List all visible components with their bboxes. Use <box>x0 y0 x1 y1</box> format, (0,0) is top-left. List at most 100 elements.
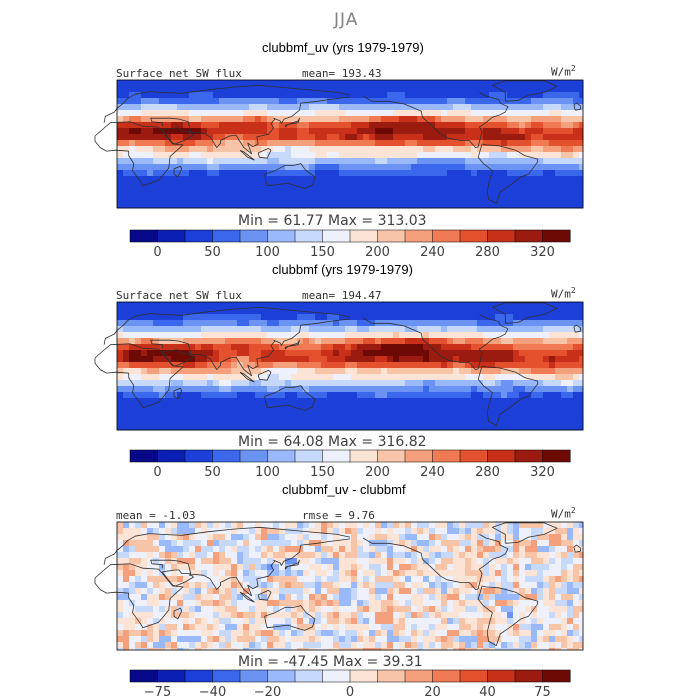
map-cell <box>123 110 130 117</box>
map-cell <box>153 182 160 189</box>
map-cell <box>345 416 352 423</box>
map-cell <box>507 314 514 321</box>
map-cell <box>423 302 430 309</box>
map-cell <box>429 332 436 339</box>
map-cell <box>423 528 430 535</box>
map-cell <box>135 600 142 607</box>
map-cell <box>483 522 490 529</box>
map-cell <box>489 140 496 147</box>
map-cell <box>153 128 160 135</box>
map-cell <box>507 588 514 595</box>
map-cell <box>513 314 520 321</box>
map-cell <box>573 374 580 381</box>
map-cell <box>213 182 220 189</box>
map-cell <box>261 116 268 123</box>
map-cell <box>417 392 424 399</box>
map-cell <box>441 314 448 321</box>
map-cell <box>315 104 322 111</box>
map-cell <box>219 522 226 529</box>
map-cell <box>531 582 538 589</box>
map-cell <box>465 612 472 619</box>
map-cell <box>405 170 412 177</box>
map-cell <box>411 416 418 423</box>
map-cell <box>453 362 460 369</box>
map-cell <box>363 152 370 159</box>
map-cell <box>225 398 232 405</box>
map-cell <box>435 128 442 135</box>
map-cell <box>261 362 268 369</box>
map-cell <box>333 600 340 607</box>
map-cell <box>261 122 268 129</box>
map-cell <box>441 428 448 431</box>
map-cell <box>273 570 280 577</box>
map-cell <box>465 618 472 625</box>
map-cell <box>309 636 316 643</box>
map-cell <box>189 588 196 595</box>
map-cell <box>285 194 292 201</box>
map-cell <box>363 200 370 207</box>
map-cell <box>417 314 424 321</box>
map-cell <box>315 128 322 135</box>
map-cell <box>255 630 262 637</box>
map-cell <box>417 104 424 111</box>
map-cell <box>129 558 136 565</box>
map-cell <box>381 380 388 387</box>
map-cell <box>483 188 490 195</box>
map-cell <box>525 110 532 117</box>
map-cell <box>483 570 490 577</box>
map-cell <box>531 194 538 201</box>
map-cell <box>237 176 244 183</box>
map-cell <box>225 552 232 559</box>
map-cell <box>183 134 190 141</box>
map-cell <box>399 362 406 369</box>
map-cell <box>363 302 370 309</box>
map-cell <box>501 314 508 321</box>
map-cell <box>201 422 208 429</box>
map-cell <box>231 302 238 309</box>
map-cell <box>549 624 556 631</box>
map-cell <box>303 528 310 535</box>
panel3-rmse-label: rmse = 9.76 <box>302 509 375 522</box>
map-cell <box>489 308 496 315</box>
map-cell <box>165 326 172 333</box>
map-cell <box>411 134 418 141</box>
map-cell <box>177 528 184 535</box>
map-cell <box>159 558 166 565</box>
map-cell <box>201 92 208 99</box>
map-cell <box>165 618 172 625</box>
map-cell <box>141 80 148 87</box>
map-cell <box>357 588 364 595</box>
map-cell <box>171 188 178 195</box>
map-cell <box>141 522 148 529</box>
map-cell <box>159 386 166 393</box>
map-cell <box>513 332 520 339</box>
map-cell <box>489 368 496 375</box>
map-cell <box>489 158 496 165</box>
map-cell <box>201 146 208 153</box>
map-cell <box>303 416 310 423</box>
map-cell <box>339 80 346 87</box>
map-cell <box>513 392 520 399</box>
map-cell <box>279 404 286 411</box>
map-cell <box>567 618 574 625</box>
map-cell <box>579 618 584 625</box>
map-cell <box>489 392 496 399</box>
map-cell <box>369 80 376 87</box>
map-cell <box>549 158 556 165</box>
map-cell <box>261 338 268 345</box>
map-cell <box>177 594 184 601</box>
map-cell <box>159 206 166 209</box>
map-cell <box>273 98 280 105</box>
map-cell <box>297 122 304 129</box>
map-cell <box>507 386 514 393</box>
map-cell <box>363 534 370 541</box>
map-cell <box>531 140 538 147</box>
map-cell <box>249 152 256 159</box>
map-cell <box>351 176 358 183</box>
map-cell <box>411 206 418 209</box>
map-cell <box>579 528 584 535</box>
map-cell <box>531 522 538 529</box>
map-cell <box>123 380 130 387</box>
map-cell <box>501 206 508 209</box>
map-cell <box>309 374 316 381</box>
